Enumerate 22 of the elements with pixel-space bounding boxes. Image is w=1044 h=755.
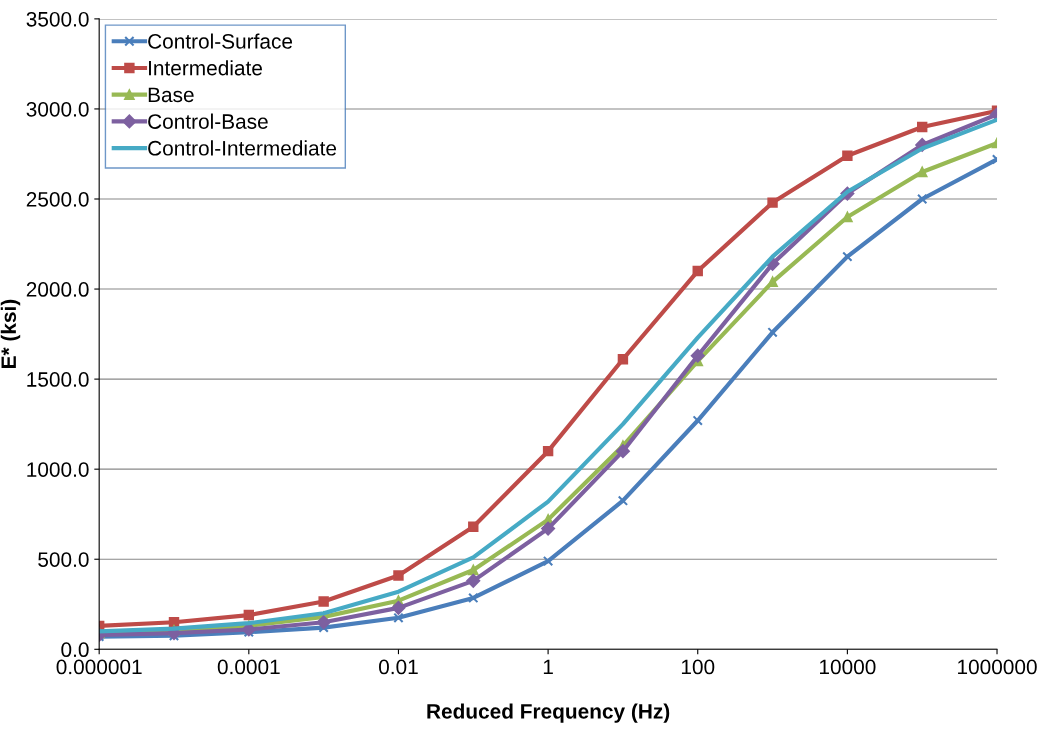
y-tick-label: 500.0 bbox=[38, 552, 89, 567]
x-tick-label: 0.0001 bbox=[217, 659, 280, 675]
y-tick-label: 2000.0 bbox=[26, 282, 89, 297]
y-tick-label: 1000.0 bbox=[27, 462, 89, 477]
x-tick-label: 10000 bbox=[820, 659, 876, 675]
legend-label: Intermediate bbox=[149, 60, 262, 76]
legend-label: Control-Surface bbox=[148, 33, 293, 49]
y-axis-title: E* (ksi) bbox=[0, 299, 21, 369]
legend-label: Control-Intermediate bbox=[148, 140, 337, 156]
y-tick-label: 3000.0 bbox=[26, 101, 89, 117]
x-tick-label: 1000000 bbox=[958, 659, 1037, 675]
legend-label: Base bbox=[148, 87, 194, 103]
y-tick-label: 0.0 bbox=[61, 642, 89, 658]
x-tick-label: 100 bbox=[681, 659, 715, 675]
x-tick-label: 1 bbox=[543, 659, 553, 675]
y-tick-label: 3500.0 bbox=[26, 11, 89, 27]
x-axis-title: Reduced Frequency (Hz) bbox=[427, 703, 670, 723]
x-tick-label: 0.000001 bbox=[56, 659, 142, 675]
x-tick-label: 0.01 bbox=[379, 659, 418, 675]
legend-label: Control-Base bbox=[148, 113, 268, 129]
y-tick-label: 1500.0 bbox=[27, 372, 89, 387]
y-tick-label: 2500.0 bbox=[26, 192, 89, 207]
